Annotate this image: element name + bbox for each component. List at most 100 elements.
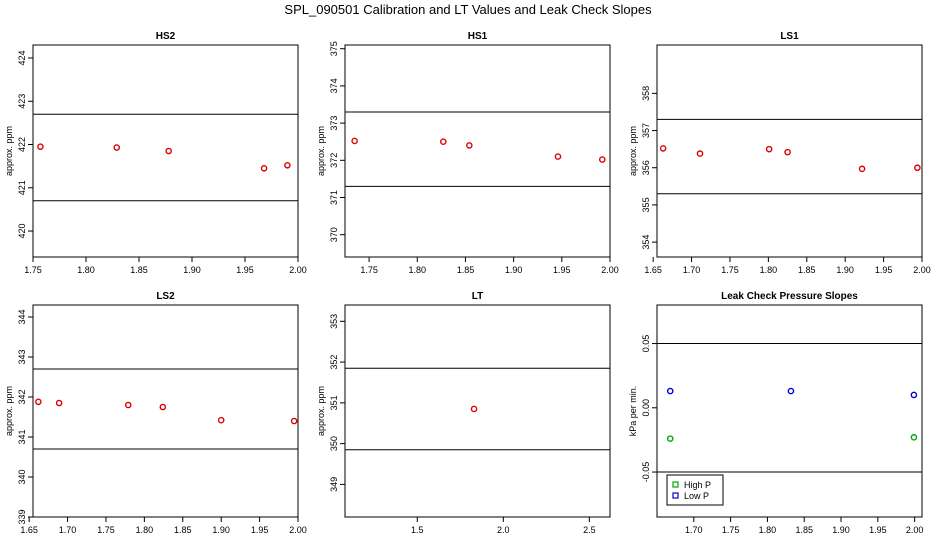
x-tick-label: 1.80 <box>759 525 777 535</box>
y-tick-label: -0.05 <box>641 462 651 483</box>
legend-label: Low P <box>684 491 709 501</box>
x-tick-label: 1.85 <box>130 265 148 275</box>
y-tick-label: 0.00 <box>641 399 651 417</box>
data-point <box>598 156 606 163</box>
data-point <box>666 435 674 442</box>
x-tick-label: 1.85 <box>174 525 192 535</box>
x-tick-label: 1.65 <box>20 525 38 535</box>
y-tick-label: 424 <box>17 50 27 65</box>
x-tick-label: 1.90 <box>505 265 523 275</box>
data-point <box>260 165 268 172</box>
y-axis-label: approx. ppm <box>4 126 14 176</box>
panel-title: Leak Check Pressure Slopes <box>721 291 858 302</box>
x-tick-label: 1.75 <box>360 265 378 275</box>
y-tick-label: 355 <box>641 197 651 212</box>
data-point <box>784 148 791 156</box>
legend-box <box>666 474 724 506</box>
x-tick-label: 2.5 <box>583 525 596 535</box>
x-tick-label: 1.5 <box>411 525 424 535</box>
plot-frame <box>656 44 923 258</box>
chart-panel-2: HS1 approx. ppm 1.75 1.80 1.85 1.90 1.95 2.00 37… <box>316 31 619 275</box>
legend-marker <box>672 481 679 488</box>
x-tick-label: 1.95 <box>875 265 893 275</box>
data-point <box>858 165 866 173</box>
data-point <box>35 398 42 406</box>
y-tick-label: 353 <box>329 314 339 329</box>
plot-frame <box>656 304 923 518</box>
x-tick-label: 1.70 <box>683 265 701 275</box>
data-point <box>351 137 358 145</box>
x-tick-label: 1.75 <box>97 525 115 535</box>
y-tick-label: 423 <box>17 94 27 109</box>
chart-panel-6: Leak Check Pressure Slopes kPa per min. 1.… <box>628 291 923 535</box>
x-tick-label: 1.85 <box>798 265 816 275</box>
x-tick-label: 1.65 <box>644 265 662 275</box>
data-point <box>466 142 473 149</box>
data-point <box>439 138 447 146</box>
y-tick-label: 356 <box>641 160 651 175</box>
legend-marker <box>672 492 679 499</box>
y-tick-label: 372 <box>329 153 339 168</box>
x-tick-label: 1.90 <box>212 525 230 535</box>
y-axis-label: approx. ppm <box>316 386 326 436</box>
data-point <box>159 403 167 411</box>
y-tick-label: 421 <box>17 180 27 195</box>
data-point <box>914 164 921 172</box>
x-tick-label: 1.85 <box>795 525 813 535</box>
data-point <box>910 391 918 399</box>
y-tick-label: 352 <box>329 355 339 370</box>
data-point <box>787 387 795 395</box>
x-tick-label: 1.95 <box>553 265 571 275</box>
y-tick-label: 342 <box>17 389 27 404</box>
y-tick-label: 350 <box>329 436 339 451</box>
data-point <box>666 387 674 395</box>
plot-frame <box>344 44 611 258</box>
data-point <box>284 161 291 169</box>
x-tick-label: 2.00 <box>601 265 619 275</box>
x-tick-label: 1.80 <box>409 265 427 275</box>
x-tick-label: 1.75 <box>24 265 42 275</box>
y-tick-label: 420 <box>17 224 27 239</box>
plot-frame <box>32 44 299 258</box>
x-tick-label: 1.80 <box>77 265 95 275</box>
y-axis-label: approx. ppm <box>628 126 638 176</box>
x-tick-label: 1.85 <box>457 265 475 275</box>
data-point <box>165 147 172 155</box>
plot-frame <box>32 304 299 518</box>
data-point <box>554 153 562 160</box>
y-tick-label: 340 <box>17 469 27 484</box>
data-point <box>290 417 298 425</box>
x-tick-label: 1.95 <box>236 265 254 275</box>
y-axis-label: approx. ppm <box>4 386 14 436</box>
x-tick-label: 2.0 <box>497 525 510 535</box>
panel-title: LS1 <box>780 31 799 42</box>
y-tick-label: 341 <box>17 429 27 444</box>
data-point <box>910 434 918 441</box>
panel-title: LS2 <box>156 291 175 302</box>
data-point <box>217 416 225 424</box>
y-tick-label: 351 <box>329 395 339 410</box>
chart-panel-1: HS2 approx. ppm 1.75 1.80 1.85 1.90 1.95 2.00 42… <box>4 31 307 275</box>
x-tick-label: 1.95 <box>251 525 269 535</box>
y-tick-label: 339 <box>17 509 27 524</box>
y-tick-label: 0.05 <box>641 335 651 353</box>
data-point <box>55 399 63 407</box>
y-tick-label: 375 <box>329 41 339 56</box>
data-point <box>124 401 132 409</box>
data-point <box>659 145 667 152</box>
chart-panel-4: LS2 approx. ppm 1.65 1.70 1.75 1.80 1.85 1.90 1.… <box>4 291 307 535</box>
figure-title: SPL_090501 Calibration and LT Values and… <box>284 2 652 17</box>
y-tick-label: 422 <box>17 137 27 152</box>
chart-panel-5: LT approx. ppm 1.5 2.0 2.5 349 350 351 352 353 <box>316 291 611 535</box>
x-tick-label: 1.75 <box>721 265 739 275</box>
y-tick-label: 344 <box>17 309 27 324</box>
x-tick-label: 1.90 <box>832 525 850 535</box>
panel-title: HS1 <box>468 31 488 42</box>
legend-label: High P <box>684 480 711 490</box>
y-tick-label: 374 <box>329 78 339 93</box>
x-tick-label: 2.00 <box>289 265 307 275</box>
x-tick-label: 1.90 <box>183 265 201 275</box>
y-tick-label: 349 <box>329 477 339 492</box>
y-axis-label: approx. ppm <box>316 126 326 176</box>
